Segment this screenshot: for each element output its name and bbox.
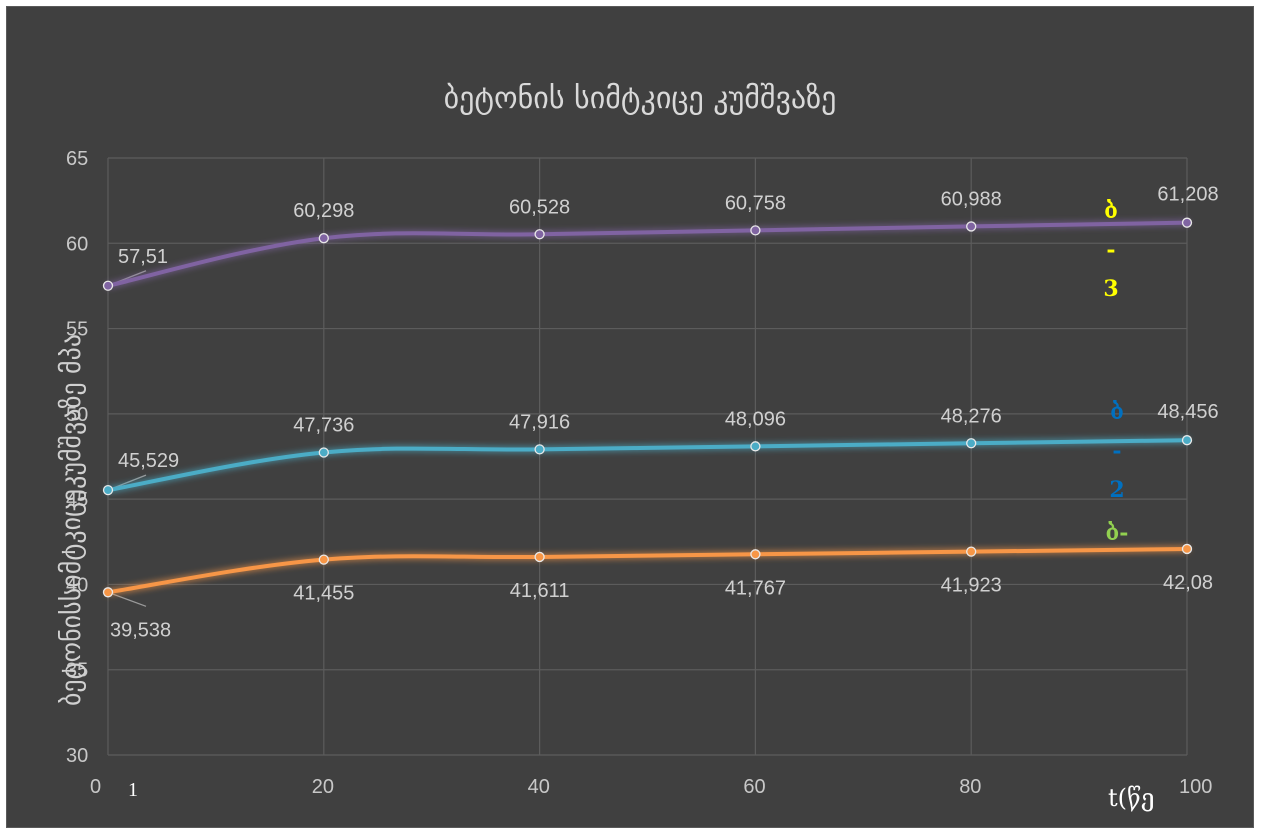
y-tick-label: 60 bbox=[66, 233, 88, 255]
data-point bbox=[318, 233, 329, 244]
series-marker: - bbox=[1112, 438, 1121, 464]
data-label: 60,528 bbox=[509, 196, 570, 218]
data-label: 47,736 bbox=[293, 414, 354, 436]
x-axis-label: t(წე bbox=[1108, 784, 1154, 812]
x-tick-label: 20 bbox=[312, 776, 334, 798]
label-leader-line bbox=[107, 591, 147, 607]
x-tick-label: 40 bbox=[528, 776, 550, 798]
x-tick-label: 100 bbox=[1179, 776, 1212, 798]
series-marker: ბ- bbox=[1106, 520, 1129, 546]
data-label: 61,208 bbox=[1157, 184, 1218, 206]
data-label: 60,758 bbox=[725, 192, 786, 214]
data-label: 47,916 bbox=[509, 411, 570, 433]
series-marker: 2 bbox=[1109, 477, 1124, 503]
axis-ticks: 30 35 40 45 50 55 60 65 0 20 40 60 80 100 bbox=[66, 148, 1212, 798]
data-label: 41,767 bbox=[725, 577, 786, 599]
data-point bbox=[1181, 217, 1193, 228]
data-label: 41,923 bbox=[941, 575, 1002, 597]
y-tick-label: 40 bbox=[66, 574, 88, 596]
y-tick-label: 30 bbox=[66, 745, 88, 767]
data-point bbox=[966, 546, 977, 557]
y-axis-label: ბეტონისსიმტკიცეკუმშვაზე მპა bbox=[57, 334, 87, 706]
data-point bbox=[534, 444, 545, 455]
data-label: 41,611 bbox=[510, 580, 570, 602]
data-point bbox=[750, 549, 761, 560]
data-point bbox=[318, 554, 329, 565]
data-point bbox=[102, 587, 114, 598]
label-leader-lines bbox=[107, 270, 147, 607]
data-point bbox=[534, 551, 545, 563]
y-tick-label: 45 bbox=[66, 489, 88, 511]
y-tick-label: 55 bbox=[66, 319, 88, 341]
series-marker: ბ bbox=[1104, 198, 1118, 224]
data-label: 57,51 bbox=[118, 246, 168, 268]
chart-frame bbox=[6, 6, 1254, 828]
x-tick-label: 60 bbox=[743, 776, 765, 798]
data-label: 39,538 bbox=[110, 619, 171, 641]
data-label: 41,455 bbox=[293, 583, 354, 605]
chart-title: ბეტონის სიმტკიცე კუმშვაზე bbox=[444, 81, 837, 116]
data-point bbox=[318, 447, 329, 458]
series-marker: 3 bbox=[1103, 276, 1118, 302]
extra-text: 1 bbox=[128, 779, 138, 801]
data-label: 60,988 bbox=[941, 188, 1002, 210]
series-marker: - bbox=[1106, 237, 1115, 263]
x-tick-label: 0 bbox=[90, 776, 101, 798]
data-point bbox=[966, 221, 977, 232]
series-line-1 bbox=[106, 220, 1189, 288]
series-line-2 bbox=[106, 438, 1189, 493]
data-point bbox=[102, 484, 114, 496]
data-label: 48,276 bbox=[941, 405, 1002, 427]
data-label: 48,096 bbox=[725, 408, 786, 430]
data-point bbox=[750, 225, 761, 236]
y-tick-label: 35 bbox=[66, 660, 88, 682]
y-tick-label: 65 bbox=[66, 148, 88, 170]
x-tick-label: 80 bbox=[959, 776, 981, 798]
data-point bbox=[966, 438, 977, 449]
data-points bbox=[102, 217, 1193, 598]
data-point bbox=[1181, 435, 1193, 446]
series-markers: ბ-3ბ-2ბ- bbox=[1103, 198, 1128, 546]
data-label: 45,529 bbox=[118, 450, 179, 472]
y-tick-label: 50 bbox=[66, 404, 88, 426]
data-point bbox=[1181, 543, 1193, 555]
data-point bbox=[102, 280, 114, 291]
data-label: 60,298 bbox=[293, 200, 354, 222]
data-label: 48,456 bbox=[1157, 401, 1218, 423]
series-marker: ბ bbox=[1110, 399, 1124, 425]
data-point bbox=[750, 441, 761, 452]
series-line-3 bbox=[106, 546, 1189, 595]
data-point bbox=[534, 229, 545, 240]
data-label: 42,08 bbox=[1163, 572, 1213, 594]
series-lines bbox=[106, 220, 1189, 595]
data-labels: 57,51 60,298 60,528 60,758 60,988 61,208 45,52… bbox=[110, 184, 1219, 642]
